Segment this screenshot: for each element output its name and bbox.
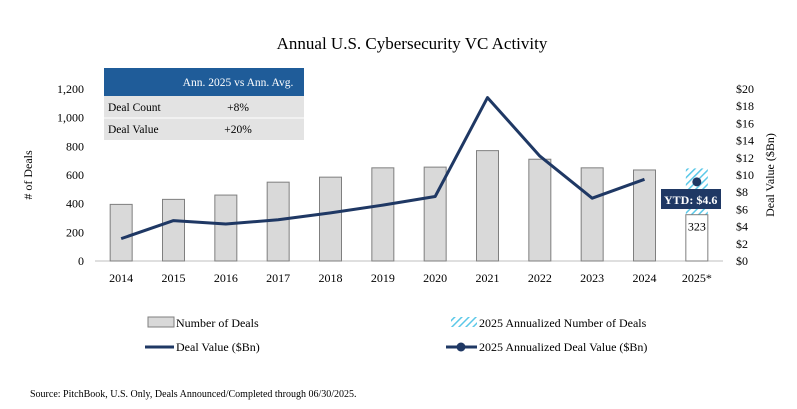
legend-label: 2025 Annualized Number of Deals	[479, 316, 647, 330]
summary-table: Ann. 2025 vs Ann. Avg. Deal Count +8% De…	[104, 68, 304, 140]
bar-deals	[423, 166, 447, 262]
y-tick-label-right: $14	[736, 134, 754, 148]
x-tick-label: 2021	[476, 271, 500, 285]
legend-swatch-annualized-value-marker	[456, 342, 466, 352]
summary-row-value: +20%	[224, 124, 252, 136]
y-tick-label-right: $10	[736, 168, 754, 182]
legend-swatch-annualized-deals	[451, 317, 477, 327]
bar-deals	[633, 169, 656, 262]
bar-deals	[162, 198, 185, 262]
y-tick-label-left: 1,200	[57, 82, 84, 96]
x-tick-label: 2014	[109, 271, 133, 285]
bar-series	[109, 150, 709, 262]
x-tick-label: 2019	[371, 271, 395, 285]
x-tick-label: 2018	[319, 271, 343, 285]
ytd-callout: YTD: $4.6	[661, 189, 721, 209]
legend-label: Deal Value ($Bn)	[176, 340, 260, 354]
y-axis-left: 0 200 400 600 800 1,000 1,200	[57, 82, 84, 268]
y-tick-label-right: $8	[736, 185, 748, 199]
y-tick-label-right: $2	[736, 237, 748, 251]
summary-table-header-bg	[104, 68, 304, 96]
y-axis-right-label: Deal Value ($Bn)	[763, 133, 777, 217]
line-series	[120, 96, 702, 241]
y-tick-label-right: $18	[736, 99, 754, 113]
line-deal-value	[120, 96, 646, 241]
x-tick-label: 2015	[162, 271, 186, 285]
y-tick-label-left: 1,000	[57, 111, 84, 125]
y-tick-label-left: 400	[66, 197, 84, 211]
x-tick-label: 2023	[580, 271, 604, 285]
y-tick-label-right: $0	[736, 254, 748, 268]
y-tick-label-right: $20	[736, 82, 754, 96]
ytd-callout-box	[661, 189, 721, 209]
bar-deals	[109, 203, 133, 262]
y-tick-label-right: $6	[736, 202, 748, 216]
source-note: Source: PitchBook, U.S. Only, Deals Anno…	[30, 389, 357, 400]
summary-table-header: Ann. 2025 vs Ann. Avg.	[183, 77, 294, 89]
y-tick-label-left: 600	[66, 168, 84, 182]
x-tick-label: 2016	[214, 271, 238, 285]
summary-row-label: Deal Value	[108, 124, 159, 136]
bar-ytd-deals	[685, 214, 709, 262]
marker-annualized-deal-value	[692, 177, 702, 187]
summary-row-label: Deal Count	[108, 102, 162, 114]
x-tick-label: 2024	[633, 271, 657, 285]
x-tick-label: 2025*	[682, 271, 712, 285]
bar-deals	[476, 150, 499, 262]
y-tick-label-left: 0	[78, 254, 84, 268]
y-axis-left-label: # of Deals	[21, 150, 35, 200]
y-axis-right: $0 $2 $4 $6 $8 $10 $12 $14 $16 $18 $20	[736, 82, 754, 268]
x-tick-label: 2022	[528, 271, 552, 285]
y-tick-label-right: $12	[736, 151, 754, 165]
x-axis-ticks: 2014 2015 2016 2017 2018 2019 2020 2021 2022 2023…	[109, 271, 712, 285]
y-tick-label-left: 200	[66, 225, 84, 239]
x-tick-label: 2017	[266, 271, 290, 285]
y-tick-label-left: 800	[66, 139, 84, 153]
chart-title: Annual U.S. Cybersecurity VC Activity	[277, 34, 548, 53]
legend-label: Number of Deals	[176, 316, 259, 330]
legend-swatch-deals	[147, 316, 175, 328]
y-tick-label-right: $16	[736, 116, 754, 130]
x-tick-label: 2020	[423, 271, 447, 285]
bar-deals	[214, 194, 238, 262]
bar-deals	[371, 167, 395, 262]
bar-deals	[319, 176, 342, 262]
bar-deals	[528, 158, 552, 262]
legend-label: 2025 Annualized Deal Value ($Bn)	[479, 340, 647, 354]
bar-label-2025: 323	[688, 220, 706, 234]
summary-row-value: +8%	[227, 102, 249, 114]
bar-deals	[580, 167, 604, 262]
legend: Number of Deals 2025 Annualized Number o…	[145, 316, 647, 354]
y-tick-label-right: $4	[736, 220, 748, 234]
ytd-callout-label: YTD: $4.6	[664, 193, 717, 207]
